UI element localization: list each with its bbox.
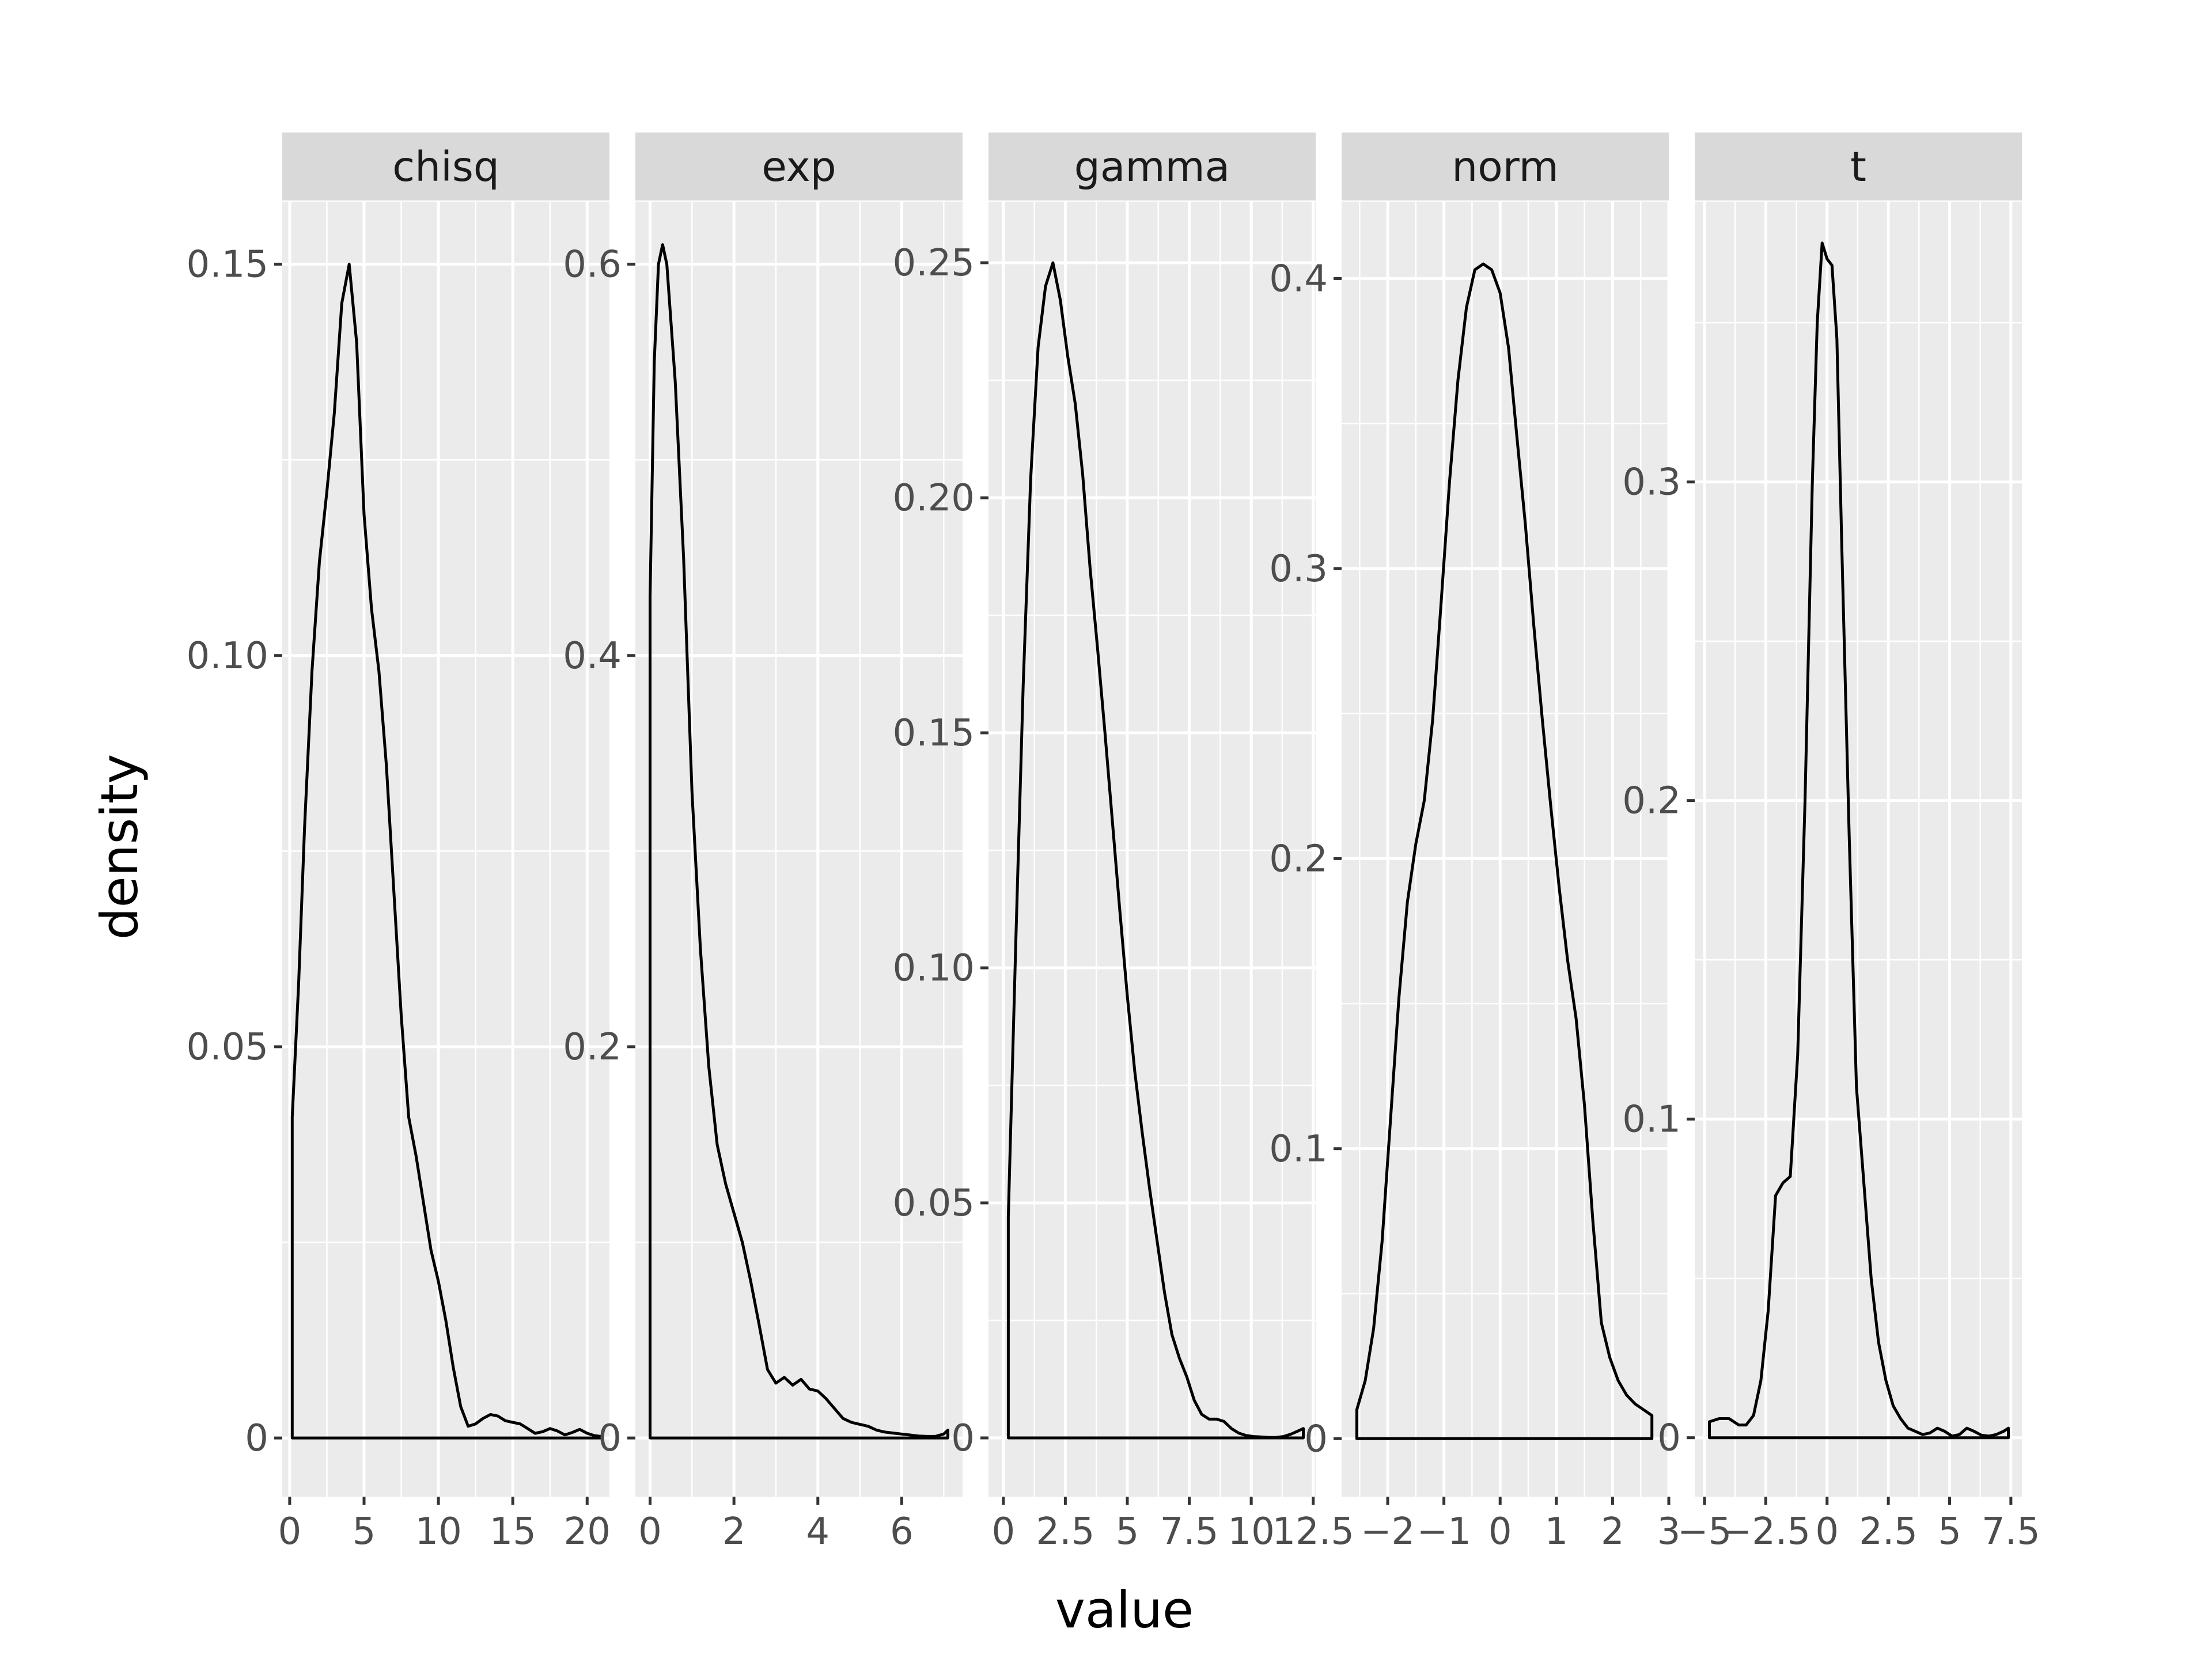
strip-label-chisq: chisq (392, 143, 499, 191)
x-tick-label: 3 (1657, 1510, 1681, 1553)
x-tick-label: 2.5 (1859, 1510, 1918, 1553)
facet-chisq: chisq 0 0.05 0.10 0.15 0 5 10 15 20 (187, 132, 611, 1553)
x-tick-label: 5 (1938, 1510, 1961, 1553)
strip-label-t: t (1850, 143, 1866, 191)
density-line-chisq (290, 263, 602, 1440)
y-tick-label: 0.15 (893, 712, 975, 755)
x-tick-label: 15 (489, 1510, 536, 1553)
x-tick-label: 20 (564, 1510, 611, 1553)
x-tick-label: 6 (890, 1510, 914, 1553)
x-tick-label: 7.5 (1982, 1510, 2040, 1553)
strip-label-exp: exp (762, 143, 836, 191)
density-line-t (1708, 241, 2010, 1440)
x-tick-label: −2 (1361, 1510, 1415, 1553)
x-tick-label: 2 (722, 1510, 746, 1553)
panel-background-gamma (988, 202, 1316, 1497)
strip-norm (1342, 132, 1669, 200)
y-tick-label: 0.2 (563, 1026, 622, 1069)
y-tick-label: 0.4 (1269, 258, 1328, 300)
x-tick-label: 2 (1601, 1510, 1624, 1553)
strip-exp (635, 132, 963, 200)
y-tick-label: 0 (1657, 1417, 1681, 1460)
x-axis-title: value (1055, 1580, 1194, 1640)
y-tick-label: 0.4 (563, 635, 622, 677)
y-tick-label: 0.1 (1622, 1099, 1681, 1141)
x-tick-label: −1 (1416, 1510, 1471, 1553)
y-axis-title: density (90, 754, 149, 940)
y-tick-label: 0.25 (893, 242, 975, 285)
y-tick-label: 0.20 (893, 477, 975, 520)
x-tick-label: 0 (278, 1510, 302, 1553)
x-tick-label: −5 (1677, 1510, 1732, 1553)
x-tick-label: 5 (353, 1510, 376, 1553)
x-tick-label: 7.5 (1160, 1510, 1219, 1553)
y-tick-label: 0.1 (1269, 1128, 1328, 1171)
y-tick-label: 0.10 (893, 947, 975, 990)
y-tick-label: 0 (951, 1417, 975, 1460)
facet-exp: exp 0 0.2 0.4 0.6 0 2 4 6 (563, 132, 963, 1553)
y-tick-label: 0.10 (187, 635, 269, 677)
y-tick-label: 0.15 (187, 244, 269, 286)
x-tick-label: 10 (1228, 1510, 1274, 1553)
y-tick-label: 0.3 (1269, 548, 1328, 590)
panel-background-chisq (282, 202, 609, 1497)
x-tick-label: 4 (806, 1510, 830, 1553)
density-line-norm (1355, 262, 1654, 1440)
y-tick-label: 0.05 (893, 1182, 975, 1225)
density-line-gamma (1006, 261, 1305, 1440)
y-tick-label: 0 (598, 1417, 622, 1460)
strip-chisq (282, 132, 609, 200)
x-tick-label: 0 (1815, 1510, 1839, 1553)
y-tick-label: 0 (245, 1417, 268, 1460)
x-tick-label: 0 (1488, 1510, 1512, 1553)
y-tick-label: 0.05 (187, 1026, 269, 1069)
y-tick-label: 0 (1304, 1418, 1328, 1460)
strip-gamma (988, 132, 1316, 200)
x-tick-label: 2.5 (1036, 1510, 1095, 1553)
strip-t (1695, 132, 2022, 200)
x-tick-label: 12.5 (1272, 1510, 1354, 1553)
x-tick-label: 0 (638, 1510, 662, 1553)
y-tick-label: 0.3 (1622, 461, 1681, 504)
y-tick-label: 0.2 (1622, 780, 1681, 823)
x-tick-label: 1 (1544, 1510, 1568, 1553)
density-line-exp (649, 243, 949, 1440)
strip-label-gamma: gamma (1074, 143, 1230, 191)
y-tick-label: 0.2 (1269, 838, 1328, 880)
y-tick-label: 0.6 (563, 244, 622, 286)
x-tick-label: 0 (991, 1510, 1015, 1553)
x-tick-label: 5 (1116, 1510, 1139, 1553)
panel-background-norm (1342, 202, 1669, 1497)
panel-background-exp (635, 202, 963, 1497)
x-tick-label: −2.5 (1721, 1510, 1810, 1553)
x-tick-label: 10 (415, 1510, 461, 1553)
strip-label-norm: norm (1452, 143, 1559, 191)
facet-t: t00.10.20.3−5−2.5 0 2.5 5 7.5 (1622, 132, 2040, 1553)
